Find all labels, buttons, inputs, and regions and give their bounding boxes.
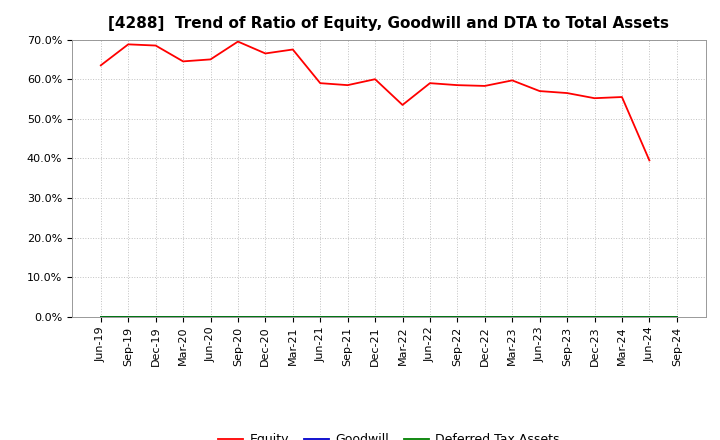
Goodwill — [289, 314, 297, 319]
Equity — [124, 42, 132, 47]
Goodwill — [343, 314, 352, 319]
Equity — [316, 81, 325, 86]
Deferred Tax Assets — [672, 314, 681, 319]
Deferred Tax Assets — [645, 314, 654, 319]
Goodwill — [563, 314, 572, 319]
Equity — [645, 158, 654, 163]
Equity — [371, 77, 379, 82]
Equity — [480, 83, 489, 88]
Goodwill — [426, 314, 434, 319]
Deferred Tax Assets — [179, 314, 187, 319]
Goodwill — [398, 314, 407, 319]
Equity — [453, 82, 462, 88]
Deferred Tax Assets — [206, 314, 215, 319]
Goodwill — [261, 314, 270, 319]
Equity — [563, 90, 572, 95]
Goodwill — [508, 314, 516, 319]
Deferred Tax Assets — [289, 314, 297, 319]
Goodwill — [480, 314, 489, 319]
Goodwill — [371, 314, 379, 319]
Deferred Tax Assets — [151, 314, 160, 319]
Deferred Tax Assets — [261, 314, 270, 319]
Goodwill — [233, 314, 242, 319]
Deferred Tax Assets — [426, 314, 434, 319]
Deferred Tax Assets — [398, 314, 407, 319]
Deferred Tax Assets — [536, 314, 544, 319]
Equity — [289, 47, 297, 52]
Equity — [261, 51, 270, 56]
Goodwill — [590, 314, 599, 319]
Line: Equity: Equity — [101, 41, 649, 160]
Deferred Tax Assets — [343, 314, 352, 319]
Equity — [233, 39, 242, 44]
Deferred Tax Assets — [480, 314, 489, 319]
Goodwill — [618, 314, 626, 319]
Deferred Tax Assets — [124, 314, 132, 319]
Title: [4288]  Trend of Ratio of Equity, Goodwill and DTA to Total Assets: [4288] Trend of Ratio of Equity, Goodwil… — [108, 16, 670, 32]
Deferred Tax Assets — [96, 314, 105, 319]
Goodwill — [316, 314, 325, 319]
Equity — [426, 81, 434, 86]
Goodwill — [453, 314, 462, 319]
Deferred Tax Assets — [563, 314, 572, 319]
Goodwill — [96, 314, 105, 319]
Equity — [508, 78, 516, 83]
Legend: Equity, Goodwill, Deferred Tax Assets: Equity, Goodwill, Deferred Tax Assets — [213, 429, 564, 440]
Goodwill — [672, 314, 681, 319]
Equity — [96, 62, 105, 68]
Deferred Tax Assets — [618, 314, 626, 319]
Deferred Tax Assets — [233, 314, 242, 319]
Equity — [179, 59, 187, 64]
Equity — [343, 82, 352, 88]
Equity — [151, 43, 160, 48]
Goodwill — [206, 314, 215, 319]
Equity — [618, 94, 626, 99]
Equity — [398, 102, 407, 107]
Equity — [206, 57, 215, 62]
Goodwill — [645, 314, 654, 319]
Goodwill — [124, 314, 132, 319]
Goodwill — [151, 314, 160, 319]
Equity — [590, 95, 599, 101]
Goodwill — [179, 314, 187, 319]
Deferred Tax Assets — [371, 314, 379, 319]
Goodwill — [536, 314, 544, 319]
Equity — [536, 88, 544, 94]
Deferred Tax Assets — [316, 314, 325, 319]
Deferred Tax Assets — [590, 314, 599, 319]
Deferred Tax Assets — [508, 314, 516, 319]
Deferred Tax Assets — [453, 314, 462, 319]
